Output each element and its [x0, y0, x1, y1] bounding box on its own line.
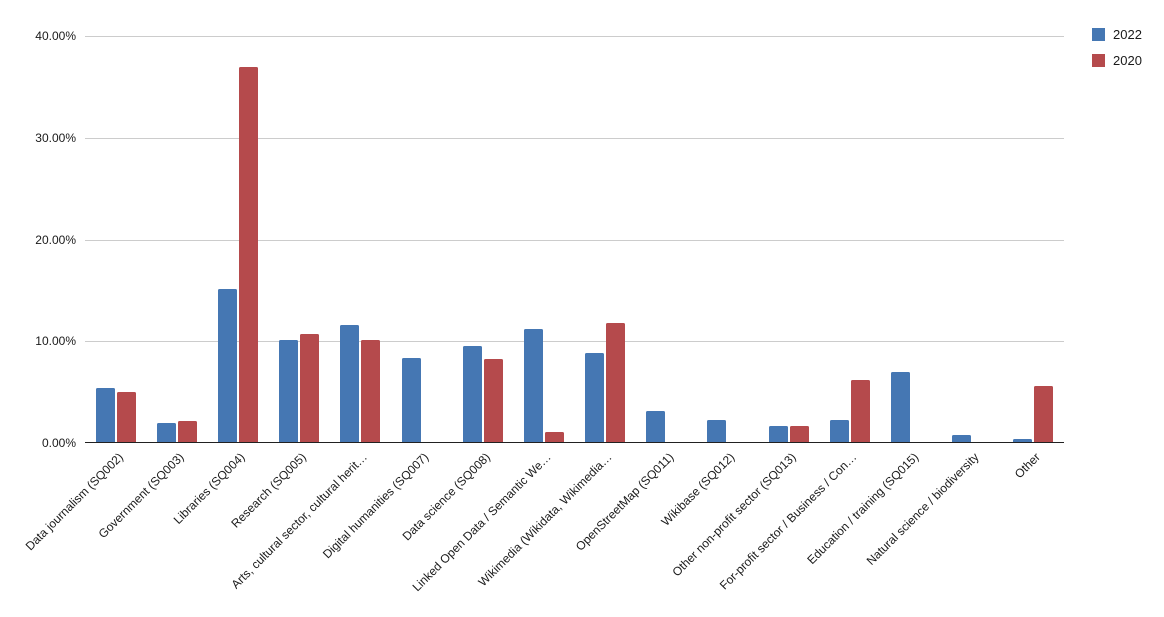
y-tick-label: 30.00%	[35, 130, 76, 145]
legend-label-2020: 2020	[1113, 53, 1142, 68]
x-tick-label: Data journalism (SQ002)	[22, 450, 126, 554]
bar-2020[interactable]	[1034, 386, 1054, 443]
gridline	[85, 138, 1064, 139]
bar-group	[391, 36, 452, 443]
bar-2022[interactable]	[95, 388, 115, 443]
bar-2022[interactable]	[952, 434, 972, 443]
bar-group	[452, 36, 513, 443]
bar-2020[interactable]	[177, 420, 197, 443]
bar-group	[1003, 36, 1064, 443]
gridline	[85, 36, 1064, 37]
bar-2020[interactable]	[116, 392, 136, 443]
bar-group	[636, 36, 697, 443]
bar-2020[interactable]	[789, 425, 809, 443]
legend: 2022 2020	[1092, 27, 1142, 68]
bar-2022[interactable]	[891, 371, 911, 443]
plot-area	[85, 36, 1064, 443]
bar-2020[interactable]	[850, 379, 870, 443]
y-tick-label: 40.00%	[35, 29, 76, 43]
bar-2022[interactable]	[707, 419, 727, 443]
bar-2020[interactable]	[238, 66, 258, 443]
gridline	[85, 341, 1064, 342]
x-axis-line	[85, 442, 1064, 443]
x-tick-label: Education / training (SQ015)	[803, 450, 921, 567]
bar-2022[interactable]	[401, 357, 421, 443]
legend-item-2022[interactable]: 2022	[1092, 27, 1142, 42]
bar-2022[interactable]	[768, 425, 788, 443]
y-tick-label: 20.00%	[35, 232, 76, 247]
bar-group	[575, 36, 636, 443]
bar-group	[330, 36, 391, 443]
bar-2022[interactable]	[217, 289, 237, 443]
x-tick-label: Digital humanities (SQ007)	[320, 450, 432, 562]
legend-swatch-2020	[1092, 54, 1105, 67]
bar-2022[interactable]	[523, 329, 543, 443]
bar-group	[697, 36, 758, 443]
legend-item-2020[interactable]: 2020	[1092, 53, 1142, 68]
bar-2022[interactable]	[646, 411, 666, 443]
x-tick-label: Other non-profit sector (SQ013)	[669, 450, 799, 580]
x-tick-label: Wikimedia (Wikidata, Wikimedia…	[475, 450, 615, 590]
legend-swatch-2022	[1092, 28, 1105, 41]
bar-2022[interactable]	[1013, 438, 1033, 443]
bar-group	[146, 36, 207, 443]
bar-group	[269, 36, 330, 443]
y-tick-label: 10.00%	[35, 334, 76, 349]
bar-2020[interactable]	[300, 334, 320, 443]
legend-label-2022: 2022	[1113, 27, 1142, 42]
bar-2020[interactable]	[606, 322, 626, 443]
x-tick-label: Natural science / biodiversity	[864, 450, 983, 568]
bar-2020[interactable]	[544, 431, 564, 443]
gridline	[85, 240, 1064, 241]
bar-group	[758, 36, 819, 443]
bar-2022[interactable]	[462, 346, 482, 443]
bar-2022[interactable]	[829, 419, 849, 443]
bar-2022[interactable]	[279, 340, 299, 443]
bar-group	[207, 36, 268, 443]
bar-2022[interactable]	[340, 324, 360, 443]
bar-2022[interactable]	[585, 353, 605, 443]
y-tick-label: 0.00%	[41, 436, 76, 450]
bar-2020[interactable]	[483, 358, 503, 443]
bar-2020[interactable]	[361, 340, 381, 443]
bar-group	[513, 36, 574, 443]
bar-group	[85, 36, 146, 443]
x-tick-label: Other	[1012, 450, 1044, 482]
bar-group	[880, 36, 941, 443]
bar-2022[interactable]	[156, 422, 176, 443]
bar-group	[942, 36, 1003, 443]
bar-group	[819, 36, 880, 443]
